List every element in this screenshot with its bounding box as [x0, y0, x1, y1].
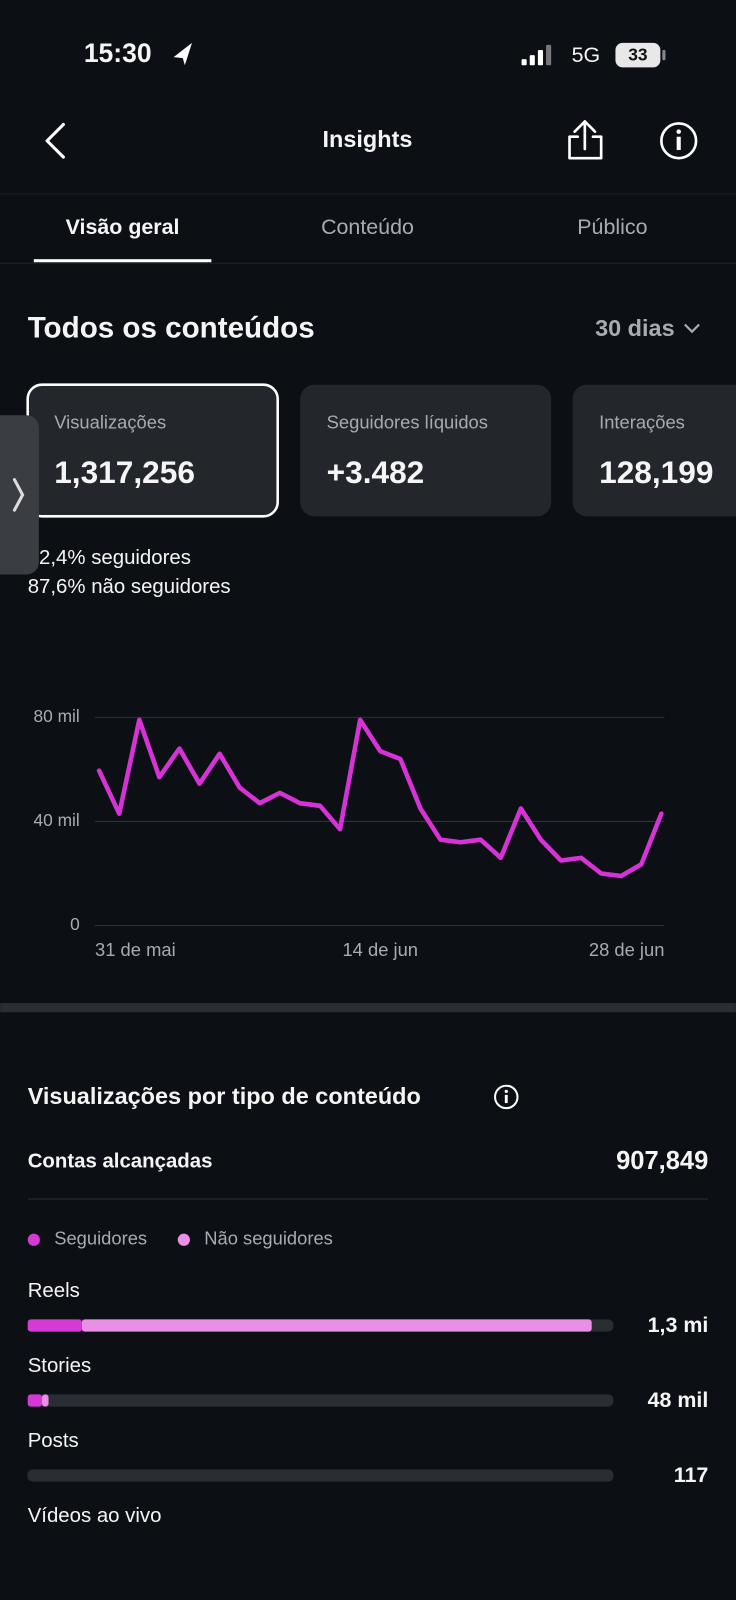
tab[interactable]: Público: [577, 215, 647, 239]
bar-track: [27, 1394, 614, 1407]
card-value: 1,317,256: [54, 454, 195, 490]
line-chart: 0 40 mil 80 mil 31 de mai 14 de jun 28 de jun: [34, 706, 665, 960]
category-label: Vídeos ao vivo: [28, 1505, 162, 1527]
tab[interactable]: Conteúdo: [321, 215, 414, 239]
x-tick-label: 14 de jun: [342, 939, 418, 960]
signal-icon: [521, 44, 552, 66]
legend-label: Não seguidores: [204, 1228, 333, 1249]
bar-section-title: Visualizações por tipo de conteúdo: [28, 1083, 421, 1109]
data-line: [96, 717, 664, 879]
tab[interactable]: Visão geral: [66, 215, 180, 239]
legend-swatch: [27, 1233, 40, 1246]
network: 5G: [572, 43, 601, 67]
battery-cap: [662, 50, 666, 61]
metric-card[interactable]: [300, 384, 552, 517]
location-icon: [173, 42, 192, 66]
audience-label: seguidores: [91, 548, 191, 570]
x-tick-label: 28 de jun: [589, 939, 665, 960]
battery-level: 33: [628, 45, 648, 65]
bar-segment: [81, 1319, 592, 1332]
reach-value: 907,849: [616, 1147, 708, 1175]
card-label: Visualizações: [54, 411, 166, 432]
bar-segment: [27, 1394, 43, 1407]
audience-line: 12,4% seguidores: [28, 548, 191, 570]
side-handle-chevron: [12, 478, 25, 512]
metric-card[interactable]: [26, 383, 279, 518]
header-title: Insights: [323, 126, 413, 152]
period-selector[interactable]: 30 dias: [595, 315, 675, 341]
audience-label: não seguidores: [91, 576, 230, 598]
card-label: Seguidores líquidos: [327, 411, 488, 432]
y-tick-label: 80 mil: [34, 706, 80, 726]
battery-icon: [615, 42, 661, 68]
y-tick-label: 40 mil: [34, 810, 80, 830]
metric-card[interactable]: [572, 384, 736, 517]
bar-track: [27, 1469, 614, 1482]
side-handle[interactable]: [0, 415, 39, 575]
card-value: +3.482: [327, 454, 425, 490]
chevron-down: [684, 323, 700, 334]
status-time: 15:30: [84, 38, 152, 68]
legend-swatch: [177, 1233, 190, 1246]
category-label: Reels: [28, 1280, 80, 1302]
category-label: Posts: [28, 1430, 79, 1452]
legend-label: Seguidores: [54, 1228, 147, 1249]
card-value: 128,199: [599, 454, 713, 490]
audience-share: 87,6%: [28, 576, 86, 598]
bar-chart: Seguidores Não seguidores Reels 1,3 mi Stori…: [27, 1228, 709, 1527]
bar-segment: [42, 1394, 49, 1407]
value-label: 117: [674, 1463, 709, 1487]
value-label: 48 mil: [648, 1388, 709, 1412]
bar-segment: [27, 1319, 82, 1332]
section-separator: [0, 1003, 736, 1013]
audience-share: 12,4%: [28, 548, 86, 570]
value-label: 1,3 mi: [648, 1313, 709, 1337]
category-label: Stories: [28, 1355, 91, 1377]
audience-line: 87,6% não seguidores: [28, 576, 231, 598]
reach-label: Contas alcançadas: [28, 1151, 213, 1173]
section-title: Todos os conteúdos: [28, 311, 315, 344]
card-label: Interações: [599, 411, 685, 432]
info-button[interactable]: [660, 122, 698, 160]
share-button[interactable]: [568, 120, 603, 160]
back-button[interactable]: [45, 122, 65, 159]
y-tick-label: 0: [70, 914, 80, 934]
tab-indicator: [33, 259, 212, 263]
info-icon[interactable]: [494, 1084, 519, 1110]
x-tick-label: 31 de mai: [95, 939, 176, 960]
